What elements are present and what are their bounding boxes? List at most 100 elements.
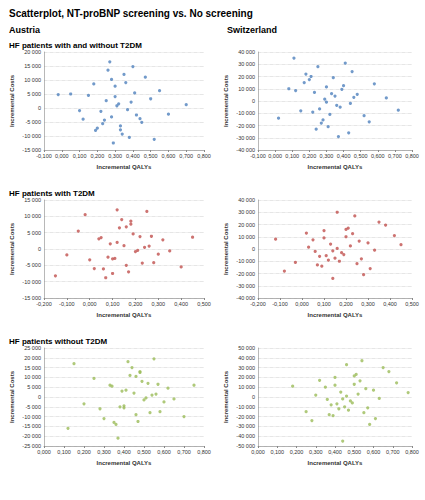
svg-text:Incremental QALYs: Incremental QALYs	[97, 164, 152, 170]
svg-text:0,800: 0,800	[405, 449, 419, 455]
svg-text:0,200: 0,200	[302, 153, 316, 159]
svg-text:HF patients with and without T: HF patients with and without T2DM	[9, 41, 142, 50]
svg-text:-20 000: -20 000	[236, 123, 255, 129]
svg-text:-10 000: -10 000	[236, 404, 255, 410]
svg-text:0,500: 0,500	[405, 301, 419, 307]
svg-text:20 000: 20 000	[24, 49, 41, 55]
svg-text:-10 000: -10 000	[236, 110, 255, 116]
svg-text:0,200: 0,200	[129, 301, 143, 307]
svg-text:0,400: 0,400	[383, 301, 397, 307]
svg-text:0,400: 0,400	[126, 153, 140, 159]
svg-text:20 000: 20 000	[238, 222, 255, 228]
svg-text:0,200: 0,200	[290, 449, 304, 455]
svg-text:-10 000: -10 000	[236, 258, 255, 264]
svg-text:10 000: 10 000	[24, 374, 41, 380]
svg-text:-5 000: -5 000	[25, 119, 41, 125]
svg-text:Incremental QALYs: Incremental QALYs	[308, 312, 363, 318]
svg-text:0,400: 0,400	[337, 153, 351, 159]
svg-text:0: 0	[38, 246, 41, 252]
svg-text:-20 000: -20 000	[236, 414, 255, 420]
svg-text:-0,100: -0,100	[272, 301, 288, 307]
svg-text:Incremental Costs: Incremental Costs	[9, 370, 15, 423]
svg-text:5 000: 5 000	[27, 384, 41, 390]
svg-text:HF patients without T2DM: HF patients without T2DM	[9, 337, 108, 346]
svg-text:0,100: 0,100	[73, 153, 87, 159]
svg-text:0,600: 0,600	[162, 153, 176, 159]
svg-text:-0,100: -0,100	[250, 153, 266, 159]
svg-text:Incremental QALYs: Incremental QALYs	[308, 164, 363, 170]
svg-text:0,600: 0,600	[371, 153, 385, 159]
svg-text:Incremental QALYs: Incremental QALYs	[97, 460, 152, 466]
svg-text:0,200: 0,200	[90, 153, 104, 159]
svg-text:0,600: 0,600	[367, 449, 381, 455]
svg-text:-30 000: -30 000	[236, 135, 255, 141]
svg-text:0,500: 0,500	[354, 153, 368, 159]
svg-text:15 000: 15 000	[24, 365, 41, 371]
svg-text:0,100: 0,100	[270, 449, 284, 455]
svg-text:Incremental Costs: Incremental Costs	[223, 222, 229, 275]
svg-text:-0,200: -0,200	[36, 301, 52, 307]
svg-text:0,500: 0,500	[144, 153, 158, 159]
svg-text:-30 000: -30 000	[236, 283, 255, 289]
svg-text:40 000: 40 000	[238, 355, 255, 361]
svg-text:Incremental Costs: Incremental Costs	[9, 74, 15, 127]
svg-text:0,000: 0,000	[295, 301, 309, 307]
svg-text:-5 000: -5 000	[25, 262, 41, 268]
svg-text:0,500: 0,500	[347, 449, 361, 455]
svg-text:-10 000: -10 000	[22, 414, 41, 420]
svg-text:-15 000: -15 000	[22, 423, 41, 429]
svg-text:-10 000: -10 000	[22, 279, 41, 285]
svg-text:0,300: 0,300	[361, 301, 375, 307]
svg-text:10 000: 10 000	[24, 77, 41, 83]
svg-text:0,100: 0,100	[106, 301, 120, 307]
svg-text:0,800: 0,800	[405, 153, 419, 159]
svg-text:0,200: 0,200	[339, 301, 353, 307]
svg-text:-10 000: -10 000	[22, 133, 41, 139]
svg-text:-0,100: -0,100	[59, 301, 75, 307]
svg-text:0,400: 0,400	[174, 301, 188, 307]
svg-text:HF patients with T2DM: HF patients with T2DM	[9, 189, 95, 198]
svg-text:0,100: 0,100	[285, 153, 299, 159]
svg-text:0,000: 0,000	[251, 449, 265, 455]
svg-text:0,200: 0,200	[77, 449, 91, 455]
svg-text:0,700: 0,700	[386, 449, 400, 455]
svg-text:0,600: 0,600	[157, 449, 171, 455]
svg-text:0,100: 0,100	[57, 449, 71, 455]
svg-text:Scatterplot, NT-proBNP screeni: Scatterplot, NT-proBNP screening vs. No …	[9, 8, 253, 19]
svg-text:0: 0	[252, 246, 255, 252]
svg-text:-30 000: -30 000	[236, 423, 255, 429]
svg-text:20 000: 20 000	[238, 74, 255, 80]
svg-text:20 000: 20 000	[238, 374, 255, 380]
svg-text:-0,200: -0,200	[250, 301, 266, 307]
svg-text:Austria: Austria	[9, 25, 41, 35]
svg-text:0: 0	[252, 394, 255, 400]
svg-text:15 000: 15 000	[24, 63, 41, 69]
svg-text:Incremental QALYs: Incremental QALYs	[97, 312, 152, 318]
svg-text:30 000: 30 000	[238, 365, 255, 371]
svg-text:0,500: 0,500	[197, 301, 211, 307]
svg-text:0: 0	[38, 105, 41, 111]
svg-text:0: 0	[38, 394, 41, 400]
svg-text:0,000: 0,000	[37, 449, 51, 455]
svg-text:0,800: 0,800	[197, 449, 211, 455]
svg-text:50 000: 50 000	[238, 345, 255, 351]
svg-text:0,300: 0,300	[320, 153, 334, 159]
svg-text:0,700: 0,700	[388, 153, 402, 159]
svg-text:0,300: 0,300	[97, 449, 111, 455]
svg-text:0,000: 0,000	[268, 153, 282, 159]
svg-text:0,000: 0,000	[55, 153, 69, 159]
svg-text:15 000: 15 000	[24, 197, 41, 203]
svg-text:10 000: 10 000	[238, 86, 255, 92]
svg-text:0,500: 0,500	[137, 449, 151, 455]
svg-text:Switzerland: Switzerland	[227, 25, 277, 35]
svg-text:Incremental Costs: Incremental Costs	[223, 370, 229, 423]
svg-text:0,000: 0,000	[83, 301, 97, 307]
svg-text:Incremental QALYs: Incremental QALYs	[308, 460, 363, 466]
svg-text:0,100: 0,100	[317, 301, 331, 307]
svg-text:0,800: 0,800	[197, 153, 211, 159]
svg-text:5 000: 5 000	[27, 230, 41, 236]
svg-text:0,300: 0,300	[108, 153, 122, 159]
svg-text:5 000: 5 000	[27, 91, 41, 97]
svg-text:20 000: 20 000	[24, 355, 41, 361]
svg-text:-0,100: -0,100	[36, 153, 52, 159]
